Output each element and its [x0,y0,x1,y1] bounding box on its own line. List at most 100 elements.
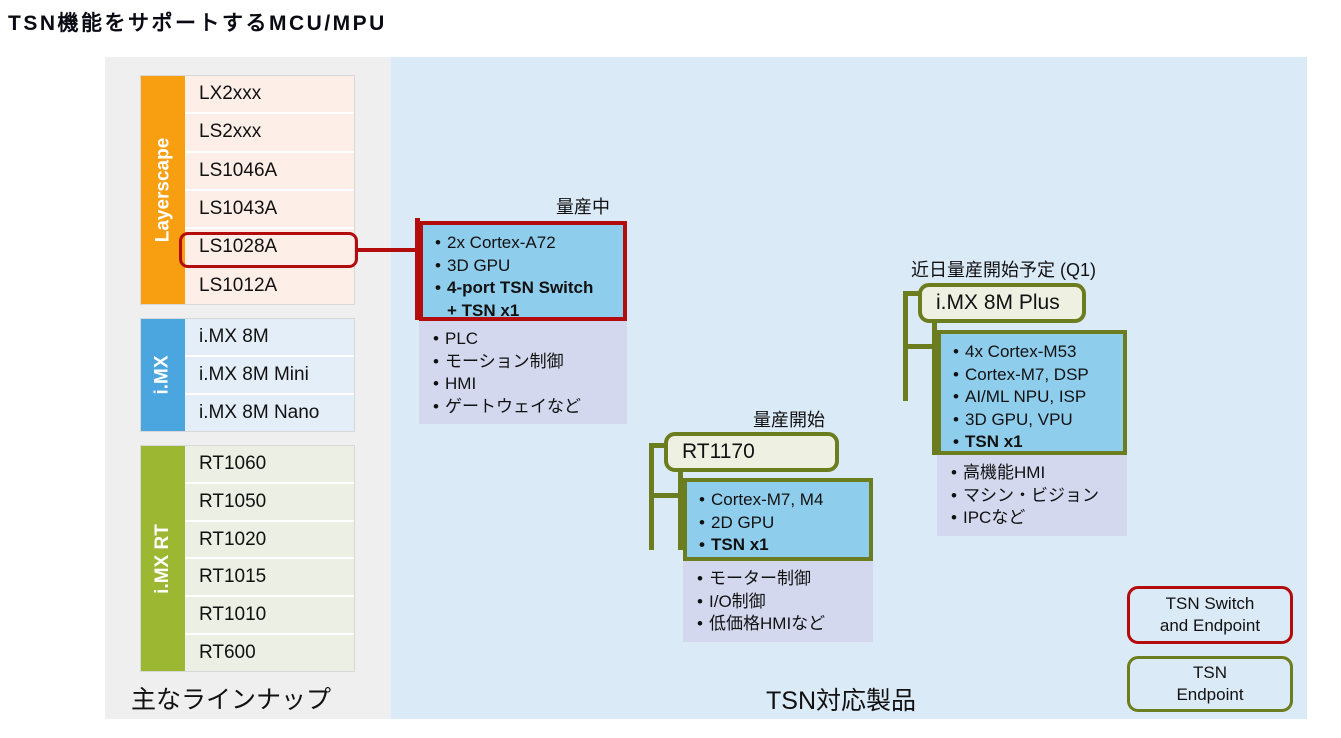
bullet-dot: • [953,432,959,452]
bullet-dot: • [953,342,959,361]
feature-line: • TSN x1 [953,431,1113,454]
part-row[interactable]: RT1010 [185,597,354,636]
legend-line: Endpoint [1176,685,1244,704]
application-text: HMI [445,374,477,394]
feature-line: • TSN x1 [699,534,859,557]
page-title: TSN機能をサポートするMCU/MPU [8,12,387,35]
feature-line: • 4-port TSN Switch [435,277,613,300]
feature-line: • 3D GPU [435,255,613,278]
spec-card-imx8mplus: • 4x Cortex-M53 • Cortex-M7, DSP • AI/ML… [937,330,1127,455]
part-row[interactable]: LS2xxx [185,114,354,153]
application-line: • 低価格HMIなど [697,613,863,636]
application-line: • モーター制御 [697,568,863,591]
feature-text: TSN x1 [711,535,769,555]
application-card-ls1028a: • PLC • モーション制御 • HMI • ゲートウェイなど [419,321,627,424]
feature-line-continuation: + TSN x1 [447,300,520,320]
product-name-imx8mplus[interactable]: i.MX 8M Plus [918,283,1086,323]
feature-line: • 4x Cortex-M53 [953,341,1113,364]
bullet-dot: • [951,463,957,482]
feature-text: 3D GPU, VPU [965,409,1073,429]
family-tab-label: Layerscape [152,137,174,243]
part-row[interactable]: RT1060 [185,446,354,484]
bullet-dot: • [697,569,703,588]
status-label-rt1170: 量産開始 [753,410,825,430]
family-block-imx: i.MX i.MX 8M i.MX 8M Mini i.MX 8M Nano [140,318,355,432]
part-row-highlighted[interactable]: LS1028A [185,229,354,268]
application-line: • マシン・ビジョン [951,485,1117,508]
family-part-list: LX2xxx LS2xxx LS1046A LS1043A LS1028A LS… [185,76,354,304]
spec-card-rt1170: • Cortex-M7, M4 • 2D GPU • TSN x1 [683,478,873,561]
bullet-dot: • [435,255,441,275]
feature-text: 2x Cortex-A72 [447,233,556,252]
application-text: IPCなど [963,508,1026,528]
part-row[interactable]: RT1050 [185,483,354,522]
family-block-imx-rt: i.MX RT RT1060 RT1050 RT1020 RT1015 RT10… [140,445,355,672]
application-line: • モーション制御 [433,351,617,374]
bullet-dot: • [699,535,705,555]
application-line: • PLC [433,328,617,351]
status-label-imx8mplus: 近日量産開始予定 (Q1) [911,260,1097,280]
family-block-layerscape: Layerscape LX2xxx LS2xxx LS1046A LS1043A… [140,75,355,305]
bracket-arm-top [903,291,923,296]
application-text: モーション制御 [445,351,564,371]
bullet-dot: • [697,591,703,611]
feature-line: • AI/ML NPU, ISP [953,386,1113,409]
application-line: • IPCなど [951,507,1117,530]
bullet-dot: • [699,490,705,509]
feature-text: 2D GPU [711,512,775,532]
family-tab-layerscape: Layerscape [141,76,185,304]
highlight-outline-ls1028a [179,232,358,268]
application-line: • ゲートウェイなど [433,396,617,419]
part-row[interactable]: RT1015 [185,559,354,598]
part-row[interactable]: i.MX 8M Nano [185,395,354,431]
family-tab-label: i.MX [152,355,173,395]
application-text: 低価格HMIなど [709,614,826,634]
bullet-dot: • [435,233,441,252]
connector-ls1028a-vertical [415,218,420,320]
bracket-riser [932,320,937,455]
bracket-arm-top [649,443,669,448]
feature-text: Cortex-M7, M4 [711,490,824,509]
bullet-dot: • [951,508,957,528]
application-text: マシン・ビジョン [963,485,1099,505]
part-row[interactable]: i.MX 8M Mini [185,357,354,395]
part-row[interactable]: LS1012A [185,267,354,304]
part-row[interactable]: RT600 [185,635,354,671]
legend-tsn-switch-and-endpoint: TSN Switch and Endpoint [1127,586,1293,644]
part-row[interactable]: LS1046A [185,152,354,191]
application-line: • I/O制御 [697,591,863,614]
bullet-dot: • [435,278,441,298]
family-tab-imx: i.MX [141,319,185,431]
application-line: • 高機能HMI [951,462,1117,485]
family-tab-imx-rt: i.MX RT [141,446,185,671]
part-row[interactable]: i.MX 8M [185,319,354,357]
family-part-list: RT1060 RT1050 RT1020 RT1015 RT1010 RT600 [185,446,354,671]
feature-text: 4x Cortex-M53 [965,342,1077,361]
bracket-arm-mid [903,344,937,349]
application-card-imx8mplus: • 高機能HMI • マシン・ビジョン • IPCなど [937,455,1127,536]
bullet-dot: • [433,351,439,371]
spec-card-ls1028a: • 2x Cortex-A72 • 3D GPU • 4-port TSN Sw… [419,221,627,321]
product-name-rt1170[interactable]: RT1170 [664,432,839,472]
bullet-dot: • [697,614,703,634]
bullet-dot: • [953,387,959,407]
connector-ls1028a-horizontal [357,248,419,252]
legend-line: and Endpoint [1159,616,1261,635]
bullet-dot: • [433,374,439,394]
application-text: ゲートウェイなど [445,396,581,416]
legend-tsn-endpoint: TSN Endpoint [1127,656,1293,712]
bracket-riser [678,470,683,550]
part-row[interactable]: LX2xxx [185,76,354,115]
part-row[interactable]: RT1020 [185,521,354,560]
feature-line: • 3D GPU, VPU [953,409,1113,432]
feature-line: • Cortex-M7, DSP [953,364,1113,387]
legend-line: TSN [1193,662,1227,682]
feature-text: 4-port TSN Switch [447,278,594,298]
lineup-panel-caption: 主なラインナップ [131,686,332,714]
bullet-dot: • [953,364,959,384]
bracket-arm-mid [649,493,683,498]
legend-line: TSN Switch [1165,593,1255,613]
family-part-list: i.MX 8M i.MX 8M Mini i.MX 8M Nano [185,319,354,431]
part-row[interactable]: LS1043A [185,190,354,230]
bullet-dot: • [951,485,957,505]
